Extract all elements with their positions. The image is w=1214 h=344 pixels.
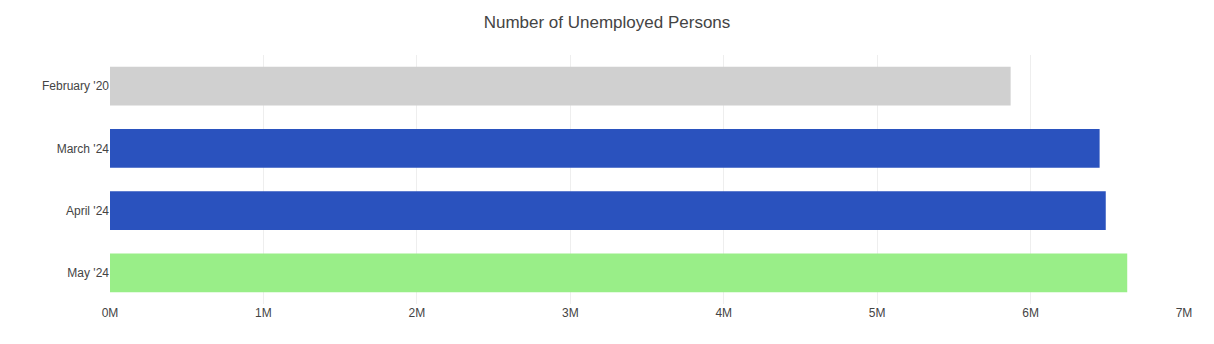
svg-text:7M: 7M	[1176, 306, 1193, 320]
svg-text:March '24: March '24	[57, 142, 110, 156]
svg-text:1M: 1M	[255, 306, 272, 320]
svg-text:5M: 5M	[869, 306, 886, 320]
svg-text:2M: 2M	[409, 306, 426, 320]
svg-text:April '24: April '24	[66, 204, 109, 218]
svg-text:4M: 4M	[715, 306, 732, 320]
svg-text:6M: 6M	[1022, 306, 1039, 320]
svg-text:3M: 3M	[562, 306, 579, 320]
svg-text:February '20: February '20	[42, 79, 109, 93]
svg-text:0M: 0M	[102, 306, 119, 320]
svg-text:May '24: May '24	[67, 266, 109, 280]
svg-text:Number of Unemployed Persons: Number of Unemployed Persons	[484, 13, 731, 32]
